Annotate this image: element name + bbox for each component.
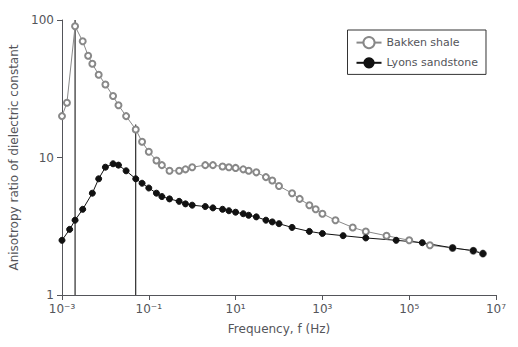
- svg-text:10³: 10³: [312, 302, 332, 316]
- svg-text:10⁻³: 10⁻³: [49, 302, 76, 316]
- svg-text:Anisotropy ratio of dielectric: Anisotropy ratio of dielectric constant: [7, 44, 21, 270]
- svg-text:10: 10: [39, 151, 54, 165]
- svg-text:Frequency, f (Hz): Frequency, f (Hz): [228, 322, 330, 336]
- svg-text:10¹: 10¹: [226, 302, 246, 316]
- svg-text:10⁷: 10⁷: [486, 302, 506, 316]
- svg-text:10⁻¹: 10⁻¹: [136, 302, 163, 316]
- svg-text:100: 100: [31, 13, 54, 27]
- svg-text:Bakken shale: Bakken shale: [387, 36, 460, 49]
- svg-text:10⁵: 10⁵: [399, 302, 419, 316]
- svg-text:Lyons sandstone: Lyons sandstone: [387, 56, 479, 69]
- svg-text:1: 1: [46, 288, 54, 302]
